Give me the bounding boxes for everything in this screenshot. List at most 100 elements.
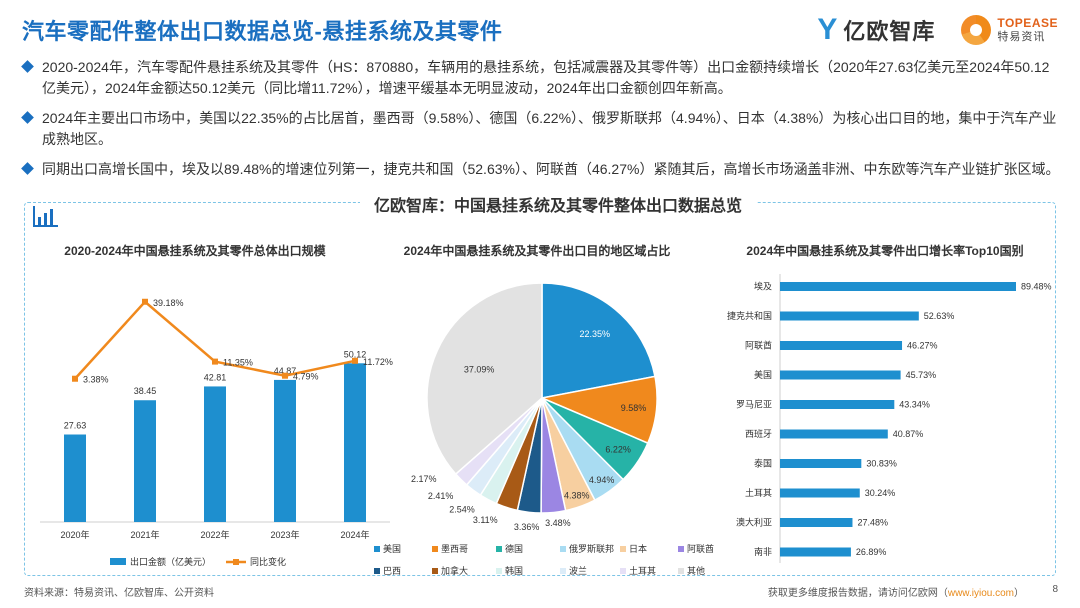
legend-swatch-2	[432, 546, 438, 552]
legend-swatch-6	[678, 546, 684, 552]
growth-value-label: 43.34%	[899, 400, 930, 410]
pie-slice-12	[426, 282, 543, 476]
yoy-value-label: 4.79%	[293, 372, 319, 382]
summary-bullets: 2020-2024年，汽车零配件悬挂系统及其零件（HS：870880，车辆用的悬…	[21, 57, 1062, 189]
growth-top10-chart: 埃及 89.48% 捷克共和国 52.63% 阿联酋 46.27% 美国 45.73% 罗马尼亚…	[727, 274, 1052, 563]
growth-bar-2	[780, 311, 919, 321]
y-tick-label: 南非	[754, 546, 772, 557]
pie-value-label: 2.17%	[411, 474, 437, 484]
growth-bar-5	[780, 400, 895, 409]
export-scale-chart: 27.63 2020年 38.45 2021年 42.81 2022年 44.87 2023年…	[40, 298, 393, 567]
growth-value-label: 30.83%	[866, 459, 897, 469]
legend-swatch-3	[496, 546, 502, 552]
legend-swatch-11	[620, 568, 626, 574]
source-note: 资料来源：特易资讯、亿欧智库、公开资料	[24, 588, 214, 599]
legend-label: 美国	[383, 543, 401, 554]
legend-swatch-7	[374, 568, 380, 574]
legend-swatch-1	[374, 546, 380, 552]
y-tick-label: 泰国	[754, 458, 772, 469]
bar-export-4	[274, 379, 296, 522]
diamond-bullet-icon	[21, 111, 34, 124]
topease-logo-en: TOPEASE	[997, 16, 1058, 31]
y-tick-label: 美国	[754, 369, 772, 380]
summary-bullet: 2024年主要出口市场中，美国以22.35%的占比居首，墨西哥（9.58%）、德…	[21, 108, 1062, 150]
x-tick-label: 2021年	[130, 529, 159, 540]
more-data-suffix: ）	[1014, 588, 1024, 599]
legend-swatch-10	[560, 568, 566, 574]
pie-value-label: 9.58%	[621, 403, 647, 413]
chart-title-export-scale: 2020-2024年中国悬挂系统及其零件总体出口规模	[64, 244, 326, 258]
bar-chart-icon	[33, 206, 58, 227]
chart-title-destination-share: 2024年中国悬挂系统及其零件出口目的地区域占比	[403, 244, 671, 258]
yoy-value-label: 3.38%	[83, 375, 109, 385]
legend-swatch-12	[678, 568, 684, 574]
more-data-note: 获取更多维度报告数据，请访问亿欧网（www.iyiou.com）	[768, 584, 1024, 599]
yoy-change-line	[74, 300, 356, 380]
growth-bar-6	[780, 429, 888, 439]
yoy-point-2	[142, 298, 148, 305]
yiou-logo-text: 亿欧智库	[843, 19, 936, 44]
growth-value-label: 45.73%	[906, 370, 937, 380]
pie-value-label: 3.48%	[545, 518, 571, 528]
bar-value-label: 27.63	[64, 421, 87, 431]
diamond-bullet-icon	[21, 60, 34, 73]
yoy-point-1	[72, 375, 78, 382]
y-tick-label: 西班牙	[745, 428, 772, 439]
pie-value-label: 3.11%	[473, 515, 498, 525]
bar-export-3	[204, 386, 226, 522]
growth-bar-3	[780, 341, 903, 350]
legend-label: 韩国	[505, 565, 523, 576]
summary-bullet-text: 2020-2024年，汽车零配件悬挂系统及其零件（HS：870880，车辆用的悬…	[42, 59, 1050, 96]
diamond-bullet-icon	[21, 162, 34, 175]
growth-value-label: 26.89%	[856, 547, 887, 557]
legend-label: 德国	[505, 543, 523, 554]
legend-label: 其他	[687, 565, 705, 576]
x-tick-label: 2023年	[270, 529, 299, 540]
pie-slice-1	[541, 282, 656, 399]
yoy-point-5	[352, 357, 358, 364]
yoy-value-label: 11.35%	[223, 358, 253, 368]
growth-value-label: 27.48%	[857, 518, 888, 528]
chart-title-growth-top10: 2024年中国悬挂系统及其零件出口增长率Top10国别	[746, 244, 1024, 258]
growth-value-label: 40.87%	[893, 429, 924, 439]
legend-label-yoy: 同比变化	[250, 556, 286, 567]
x-tick-label: 2022年	[200, 529, 229, 540]
legend-label: 俄罗斯联邦	[569, 543, 614, 554]
legend-marker-yoy	[233, 559, 239, 565]
pie-value-label: 6.22%	[605, 445, 631, 455]
legend-label: 日本	[629, 543, 647, 554]
legend-label: 巴西	[383, 566, 401, 576]
yoy-value-label: 39.18%	[153, 298, 184, 308]
topease-logo-cn: 特易资讯	[997, 30, 1046, 43]
legend-label-export: 出口金额（亿美元）	[130, 556, 211, 567]
more-data-prefix: 获取更多维度报告数据，请访问亿欧网（	[767, 588, 948, 599]
legend-label: 墨西哥	[441, 544, 468, 554]
destination-share-chart: 22.35% 9.58% 6.22% 4.94% 4.38% 3.48% 3.36% 3.11…	[374, 282, 714, 576]
growth-bar-9	[780, 518, 853, 527]
bar-export-1	[64, 434, 86, 522]
legend-label: 阿联酋	[687, 543, 714, 554]
page-title: 汽车零配件整体出口数据总览-悬挂系统及其零件	[22, 19, 503, 44]
pie-value-label: 22.35%	[579, 329, 610, 339]
growth-value-label: 30.24%	[865, 488, 896, 498]
legend-label: 土耳其	[629, 565, 656, 576]
page-number: 8	[1052, 584, 1058, 595]
summary-bullet: 2020-2024年，汽车零配件悬挂系统及其零件（HS：870880，车辆用的悬…	[21, 57, 1062, 99]
bar-export-2	[134, 400, 156, 522]
topease-logo: TOPEASE 特易资讯	[961, 15, 1058, 45]
growth-value-label: 89.48%	[1021, 282, 1052, 292]
panel-title: 亿欧智库：中国悬挂系统及其零件整体出口数据总览	[360, 192, 757, 216]
y-tick-label: 澳大利亚	[736, 517, 772, 528]
legend-label: 波兰	[569, 565, 587, 576]
y-tick-label: 埃及	[754, 281, 772, 292]
legend-swatch-export	[110, 558, 126, 565]
x-tick-label: 2024年	[340, 529, 369, 540]
bar-value-label: 44.87	[274, 366, 297, 376]
bar-export-5	[344, 363, 366, 522]
more-data-link[interactable]: www.iyiou.com	[947, 588, 1014, 599]
summary-bullet-text: 同期出口高增长国中，埃及以89.48%的增速位列第一，捷克共和国（52.63%）…	[42, 161, 1060, 177]
legend-swatch-9	[496, 568, 502, 574]
legend-swatch-5	[620, 546, 626, 552]
growth-value-label: 52.63%	[924, 311, 955, 321]
logo-group: Y 亿欧智库 TOPEASE 特易资讯	[817, 14, 1058, 46]
